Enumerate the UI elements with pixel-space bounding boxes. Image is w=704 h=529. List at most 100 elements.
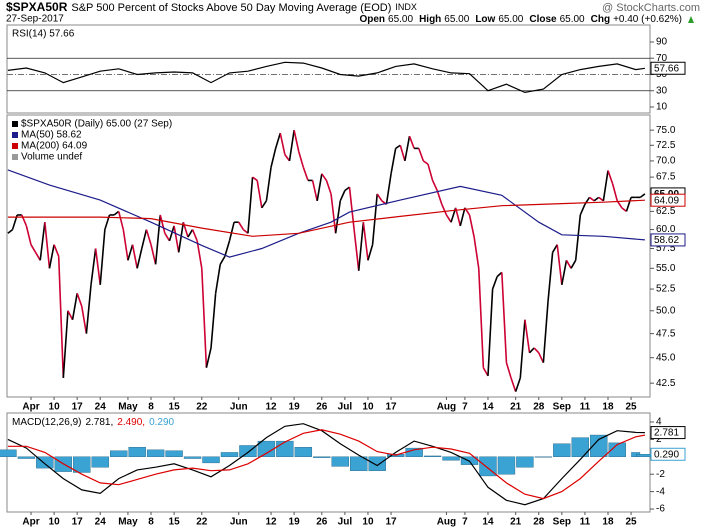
x-tick-label: 15	[169, 517, 181, 528]
y-tick-label: 72.5	[656, 140, 676, 151]
price-segment	[57, 256, 65, 378]
x-tick-label: 10	[49, 402, 61, 413]
x-tick-label: 24	[95, 402, 107, 413]
panel-frame	[6, 412, 651, 513]
x-tick-label: Aug	[437, 402, 456, 413]
price-segment	[261, 200, 268, 209]
price-segment	[302, 167, 309, 181]
series-line	[7, 169, 645, 258]
price-segment	[362, 222, 369, 261]
price-segment	[427, 163, 434, 181]
x-tick-label: 25	[626, 517, 638, 528]
price-segment	[177, 222, 185, 253]
histogram-bar	[368, 456, 386, 471]
price-segment	[34, 252, 41, 261]
price-segment	[524, 319, 531, 353]
price-segment	[297, 151, 305, 168]
x-tick-label: Sep	[553, 517, 571, 528]
price-segment	[482, 367, 489, 377]
price-segment	[496, 271, 503, 278]
price-segment	[542, 301, 549, 363]
price-segment	[122, 229, 129, 261]
price-segment	[279, 132, 286, 155]
y-tick-label: 67.5	[656, 172, 676, 183]
exchange: INDX	[395, 2, 417, 12]
y-tick-label: 45.0	[656, 352, 676, 363]
y-tick-label: 30	[656, 85, 668, 96]
x-tick-label: 14	[482, 402, 494, 413]
x-tick-label: 28	[533, 517, 545, 528]
x-tick-label: 7	[462, 402, 468, 413]
price-segment	[311, 180, 318, 201]
price-segment	[528, 347, 535, 354]
price-segment	[25, 225, 32, 245]
x-tick-label: 11	[580, 517, 591, 528]
price-segment	[76, 293, 83, 307]
price-segment	[611, 183, 618, 202]
price-segment	[598, 196, 604, 202]
price-segment	[80, 306, 88, 334]
price-segment	[353, 229, 360, 271]
price-segment	[538, 352, 545, 364]
symbol: $SPXA50R	[6, 0, 68, 14]
legend-label: Volume undef	[21, 152, 82, 163]
quote-label: Open	[359, 14, 385, 25]
y-tick-label: 42.5	[656, 378, 676, 389]
price-segment	[579, 203, 586, 216]
y-tick-label: 60.0	[656, 224, 676, 235]
quote-label: High	[419, 14, 441, 25]
y-tick-label: 50.0	[656, 305, 676, 316]
last-value-label: 57.66	[654, 63, 679, 74]
x-tick-label: Sep	[553, 402, 571, 413]
quote-label: Chg	[591, 14, 610, 25]
price-segment	[274, 132, 282, 149]
price-segment	[589, 196, 595, 202]
quote-value: 65.00	[560, 14, 585, 25]
histogram-bar	[91, 456, 109, 468]
legend-swatch	[12, 154, 18, 160]
price-segment	[252, 176, 258, 182]
x-tick-label: Jul	[338, 402, 353, 413]
price-segment	[376, 193, 383, 202]
price-segment	[625, 197, 632, 212]
histogram-bar	[36, 456, 54, 469]
y-tick-label: 4	[656, 417, 662, 428]
y-tick-label: 90	[656, 37, 668, 48]
y-tick-label: 47.5	[656, 328, 676, 339]
x-tick-label: 11	[580, 402, 591, 413]
price-segment	[94, 248, 102, 285]
last-value-box	[650, 426, 686, 440]
price-segment	[238, 221, 245, 230]
x-tick-label: 12	[265, 402, 277, 413]
price-segment	[210, 293, 217, 348]
panel-frame	[6, 114, 651, 398]
x-tick-label: 17	[385, 402, 397, 413]
price-segment	[417, 148, 425, 162]
x-tick-label: 10	[362, 402, 374, 413]
price-segment	[53, 244, 60, 257]
price-segment	[284, 154, 291, 162]
price-segment	[533, 347, 540, 354]
price-segment	[501, 272, 508, 363]
price-segment	[477, 268, 485, 368]
y-tick-label: 10	[656, 102, 668, 113]
histogram-bar	[497, 456, 516, 475]
x-tick-label: 28	[533, 402, 545, 413]
x-tick-label: May	[118, 402, 138, 413]
price-segment	[191, 229, 198, 242]
x-tick-label: Apr	[22, 517, 39, 528]
price-segment	[473, 236, 480, 269]
x-tick-label: May	[118, 517, 138, 528]
histogram-bar	[257, 440, 276, 457]
histogram-bar	[423, 455, 442, 457]
price-segment	[431, 180, 438, 191]
x-tick-label: Jun	[230, 402, 248, 413]
price-segment	[422, 160, 429, 165]
legend-label: 2.490,	[117, 417, 145, 428]
price-segment	[505, 362, 512, 379]
legend-swatch	[12, 143, 18, 149]
quote-value: 65.00	[498, 14, 523, 25]
price-segment	[514, 377, 522, 392]
y-tick-label: 62.5	[656, 206, 676, 217]
price-segment	[408, 135, 415, 149]
